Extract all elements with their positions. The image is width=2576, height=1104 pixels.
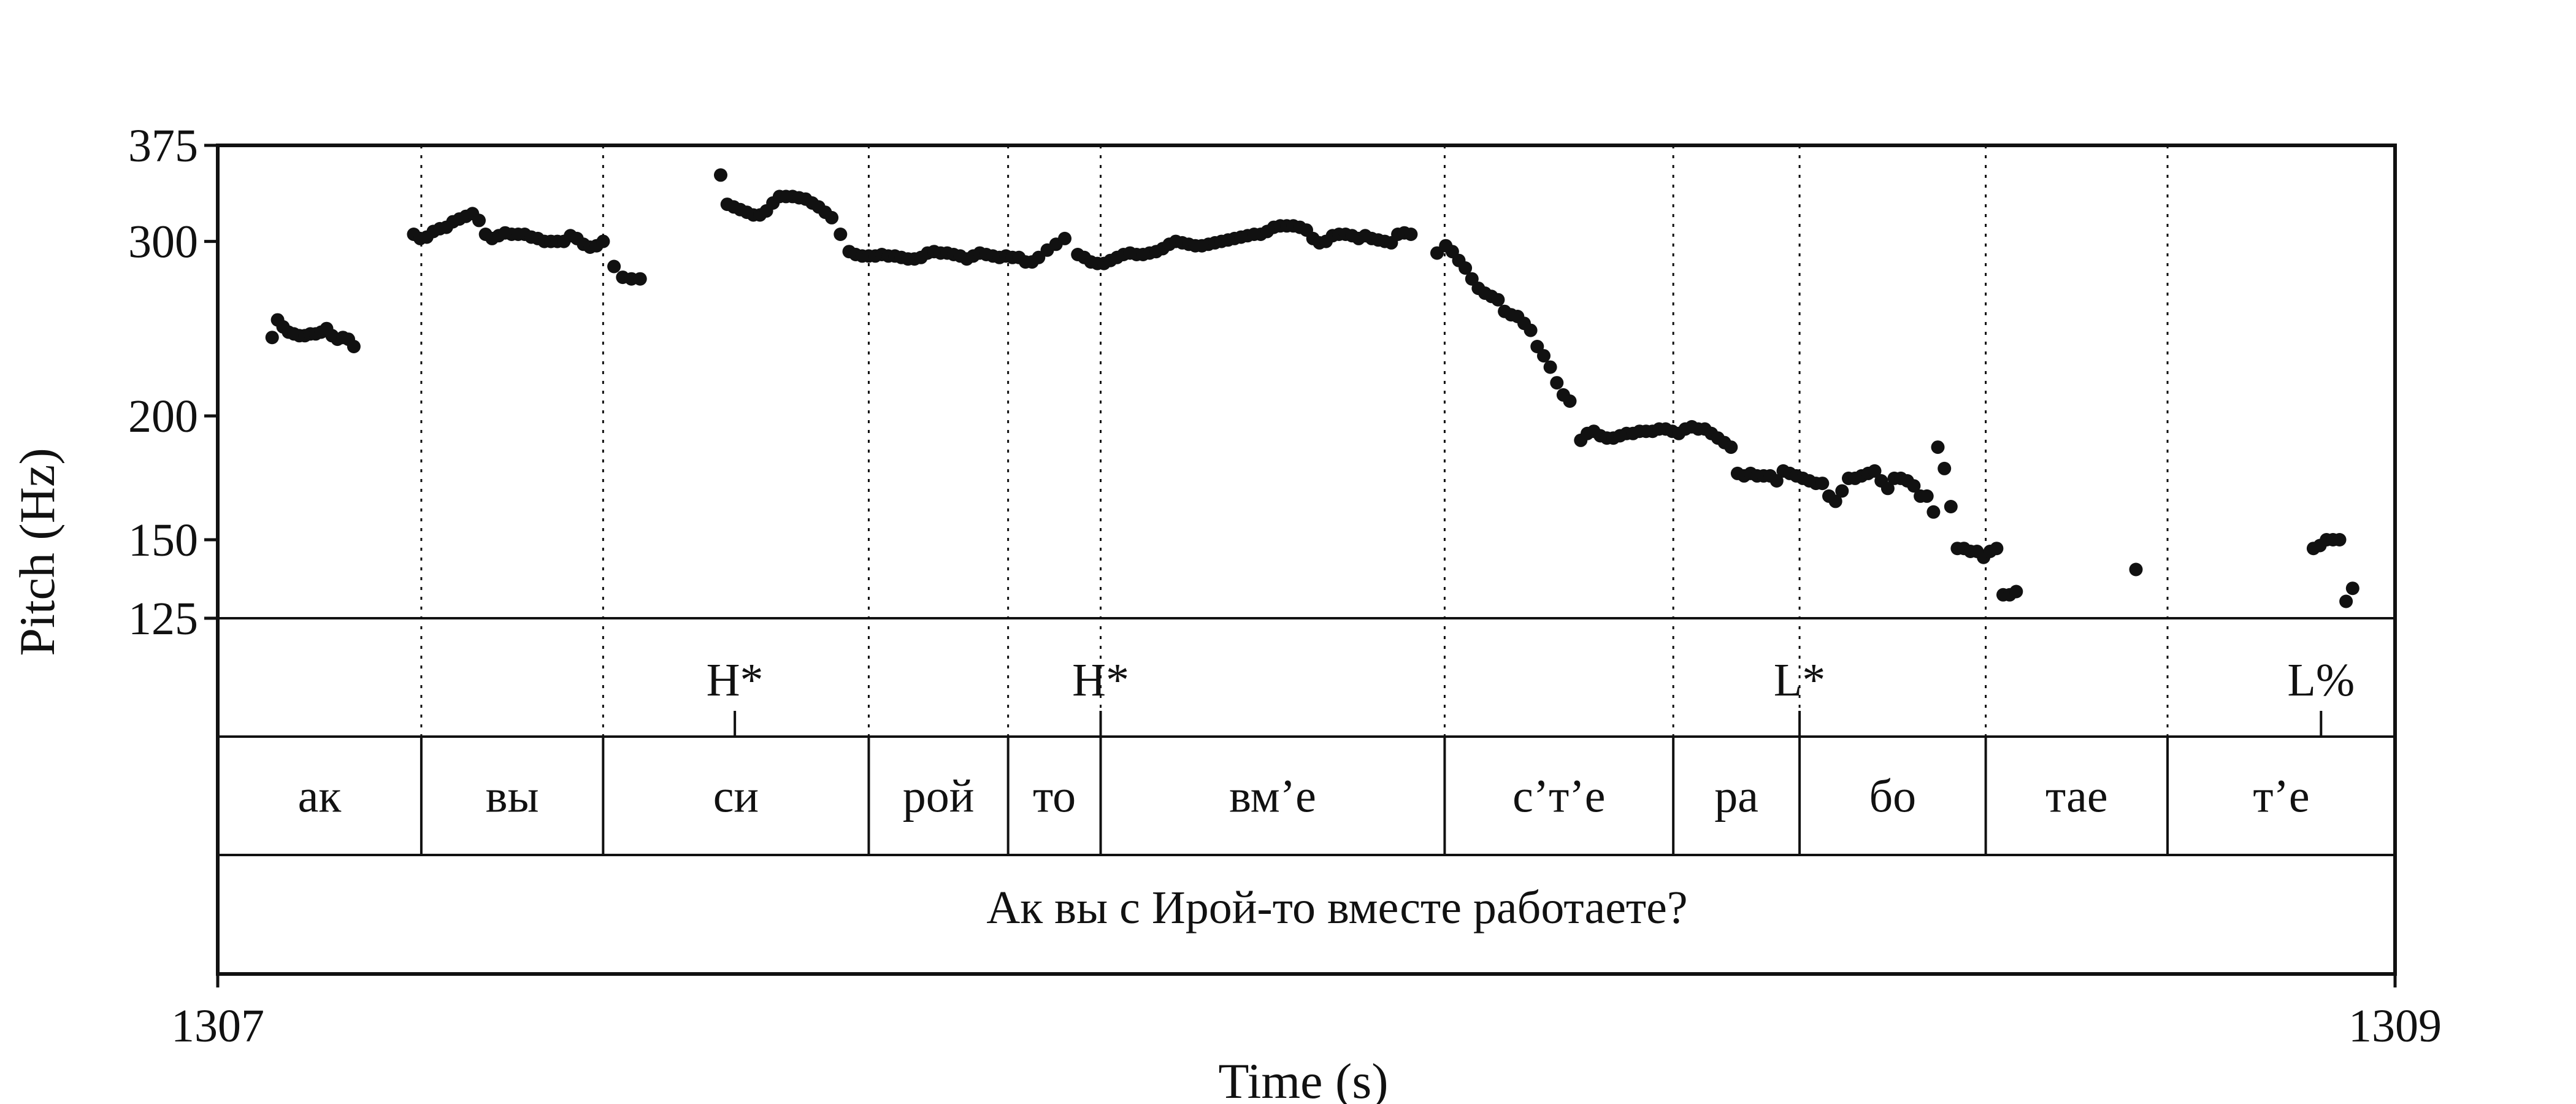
x-tick-label: 1309 xyxy=(2348,1000,2442,1052)
pitch-point xyxy=(265,331,279,345)
syllable-label: вы xyxy=(486,771,539,822)
pitch-point xyxy=(1815,477,1830,491)
y-axis-title: Pitch (Hz) xyxy=(9,448,65,656)
pitch-point xyxy=(2129,562,2143,577)
y-axis: 125 150 200 300 375 xyxy=(128,120,218,645)
pitch-points xyxy=(265,168,2359,608)
syllable-label: ак xyxy=(298,771,342,822)
pitch-point xyxy=(1537,349,1551,363)
pitch-point xyxy=(2333,533,2347,546)
pitch-point xyxy=(1404,228,1418,241)
x-axis: 1307 1309 xyxy=(171,974,2442,1052)
pitch-point xyxy=(714,168,727,182)
pitch-point xyxy=(1465,272,1479,286)
pitch-point xyxy=(1835,484,1849,498)
plot-frame xyxy=(216,144,2397,976)
pitch-point xyxy=(825,210,839,224)
syllable-label: рой xyxy=(903,771,975,822)
pitch-point xyxy=(1880,481,1895,496)
pitch-point xyxy=(1931,440,1945,454)
tone-label: L* xyxy=(1774,654,1825,706)
y-tick-label: 375 xyxy=(128,120,198,172)
pitch-point xyxy=(1459,261,1473,275)
x-tick-label: 1307 xyxy=(171,1000,264,1052)
syllable-label: ра xyxy=(1714,771,1758,822)
pitch-point xyxy=(1058,231,1071,245)
syllable-label: си xyxy=(713,771,759,822)
pitch-point xyxy=(596,234,610,248)
pitch-point xyxy=(2345,581,2359,596)
pitch-point xyxy=(1491,293,1505,307)
pitch-point xyxy=(1926,505,1941,519)
syllable-label: вм’е xyxy=(1229,771,1316,822)
syllable-label: с’т’е xyxy=(1512,771,1605,822)
x-axis-title: Time (s) xyxy=(1218,1053,1388,1104)
pitch-point xyxy=(1868,464,1882,478)
pitch-point xyxy=(2339,594,2353,608)
pitch-point xyxy=(1990,542,2004,556)
tone-label: L% xyxy=(2287,654,2355,706)
pitch-point xyxy=(472,213,486,228)
syllable-tier: ак вы си рой то вм’е с’т’е ра бо тае т’е xyxy=(298,771,2310,822)
syllable-boundaries xyxy=(420,145,2169,855)
pitch-point xyxy=(2009,585,2023,599)
pitch-point xyxy=(607,259,621,274)
syllable-label: тае xyxy=(2045,771,2108,822)
pitch-point xyxy=(1920,489,1934,503)
y-tick-label: 300 xyxy=(128,217,198,268)
y-tick-label: 200 xyxy=(128,391,198,442)
pitch-point xyxy=(1769,474,1784,488)
pitch-point xyxy=(347,340,361,353)
pitch-point xyxy=(1563,394,1577,408)
pitch-point xyxy=(1524,323,1538,337)
pitch-point xyxy=(1828,494,1842,508)
syllable-label: то xyxy=(1033,771,1076,822)
y-tick-label: 150 xyxy=(128,515,198,566)
tone-tier: H* H* L* L% xyxy=(707,654,2355,737)
pitch-point xyxy=(1938,461,1952,475)
pitch-point xyxy=(633,272,647,286)
tone-label: H* xyxy=(707,654,764,706)
pitch-point xyxy=(1724,440,1738,454)
sentence-text: Ак вы с Ирой-то вместе работаете? xyxy=(986,882,1687,933)
pitch-point xyxy=(1907,479,1921,493)
syllable-label: бо xyxy=(1869,771,1917,822)
pitch-point xyxy=(1543,360,1557,374)
pitch-point xyxy=(1550,376,1564,390)
syllable-label: т’е xyxy=(2253,771,2309,822)
y-tick-label: 125 xyxy=(128,593,198,645)
tone-label: H* xyxy=(1072,654,1129,706)
pitch-point xyxy=(834,228,848,241)
pitch-point xyxy=(1944,500,1958,513)
frame-rect xyxy=(216,144,2397,976)
